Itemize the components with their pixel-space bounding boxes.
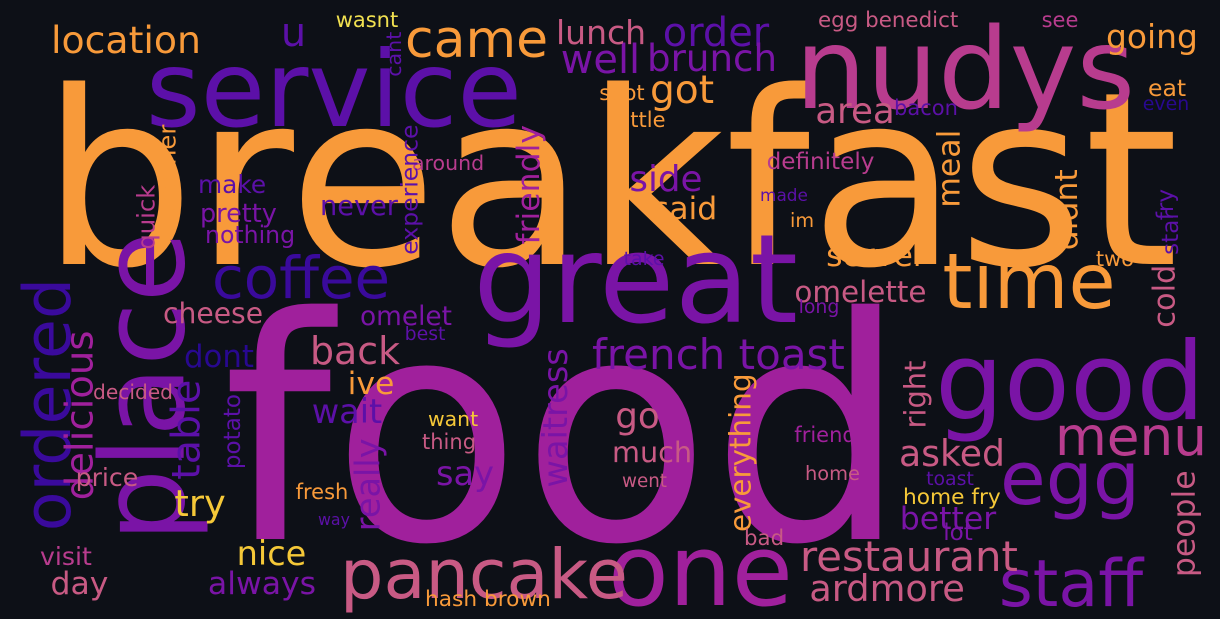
word-spot: spot (599, 80, 645, 105)
word-cant: cant (381, 31, 406, 77)
word-better: better (899, 501, 997, 538)
word-lot: lot (943, 519, 973, 546)
word-server: server (826, 238, 926, 275)
word-said: said (652, 191, 718, 228)
word-omelet: omelet (360, 300, 453, 332)
word-best: best (404, 322, 446, 345)
word-cold: cold (1146, 264, 1182, 328)
word-great: great (473, 208, 799, 352)
word-waitress: waitress (536, 347, 576, 488)
word-went: went (622, 470, 667, 492)
word-go: go (615, 396, 660, 438)
word-side: side (629, 159, 703, 201)
word-wasnt: wasnt (335, 7, 399, 32)
word-nudys: nudys (795, 2, 1136, 135)
word-didnt: didnt (1048, 169, 1085, 251)
word-good: good (935, 318, 1206, 446)
word-im: im (790, 209, 815, 233)
word-long: long (798, 295, 840, 318)
word-everything: everything (723, 373, 758, 532)
word-day: day (50, 566, 109, 603)
word-breakfast: breakfast (41, 40, 1179, 322)
word-service: service (145, 28, 523, 151)
word-friend: friend (794, 422, 856, 447)
word-fresh: fresh (295, 479, 349, 504)
word-even: even (1142, 92, 1190, 115)
word-always: always (207, 566, 317, 603)
word-came: came (405, 10, 549, 70)
word-going: going (1106, 16, 1198, 56)
word-two: two (1095, 246, 1135, 271)
word-home-fry: home fry (903, 485, 1001, 511)
word-experience: experience (395, 124, 424, 256)
word-cheese: cheese (163, 296, 264, 330)
word-wait: wait (311, 392, 383, 432)
word-table: table (163, 380, 210, 481)
word-right: right (898, 360, 933, 428)
word-one: one (608, 514, 793, 619)
word-time: time (942, 238, 1116, 328)
word-really: really (348, 438, 388, 531)
word-coffee: coffee (212, 243, 391, 312)
word-food: food (222, 251, 908, 613)
word-see: see (1041, 7, 1079, 32)
word-omelette: omelette (794, 275, 927, 310)
word-star: star (1157, 210, 1184, 255)
word-visit: visit (40, 542, 92, 572)
word-location: location (51, 18, 201, 63)
word-meal: meal (931, 129, 968, 209)
word-take: take (623, 247, 665, 270)
word-quick: quick (130, 185, 160, 251)
word-dont: dont (184, 338, 254, 375)
word-staff: staff (998, 546, 1144, 619)
word-u: u (280, 10, 307, 57)
word-make: make (198, 169, 267, 199)
word-restaurant: restaurant (800, 532, 1018, 582)
word-nice: nice (236, 534, 307, 574)
word-ive: ive (347, 366, 395, 403)
word-friendly: friendly (511, 124, 548, 245)
word-definitely: definitely (766, 149, 875, 176)
word-area: area (815, 91, 895, 133)
word-toast: toast (926, 467, 974, 490)
word-egg-benedict: egg benedict (818, 8, 959, 34)
word-well: well (560, 37, 641, 83)
word-say: say (436, 454, 494, 494)
word-asked: asked (899, 431, 1005, 475)
word-try: try (174, 482, 226, 526)
word-nothing: nothing (205, 220, 296, 249)
word-order: order (662, 10, 770, 57)
word-back: back (310, 329, 401, 374)
word-pretty: pretty (200, 199, 277, 230)
word-made: made (760, 184, 808, 205)
word-eat: eat (1148, 74, 1187, 103)
word-bacon: bacon (894, 95, 958, 120)
word-price: price (75, 463, 139, 493)
word-bad: bad (744, 526, 785, 552)
word-thing: thing (422, 429, 477, 454)
word-menu: menu (1055, 406, 1207, 469)
word-never: never (320, 191, 398, 223)
word-people: people (1166, 470, 1203, 578)
word-little: little (618, 107, 666, 132)
word-potato: potato (220, 394, 247, 470)
word-pancake: pancake (340, 534, 628, 615)
word-decided: decided (93, 379, 173, 404)
word-home: home (805, 462, 860, 486)
word-egg: egg (1000, 434, 1141, 522)
word-much: much (612, 434, 693, 469)
word-french-toast: french toast (592, 330, 845, 379)
word-brunch: brunch (647, 36, 778, 81)
word-lunch: lunch (556, 12, 647, 52)
word-got: got (650, 67, 715, 113)
word-way: way (318, 510, 350, 530)
word-ardmore: ardmore (809, 567, 965, 611)
word-hash-brown: hash brown (425, 587, 551, 613)
word-around: around (412, 150, 485, 175)
word-want: want (428, 406, 479, 431)
